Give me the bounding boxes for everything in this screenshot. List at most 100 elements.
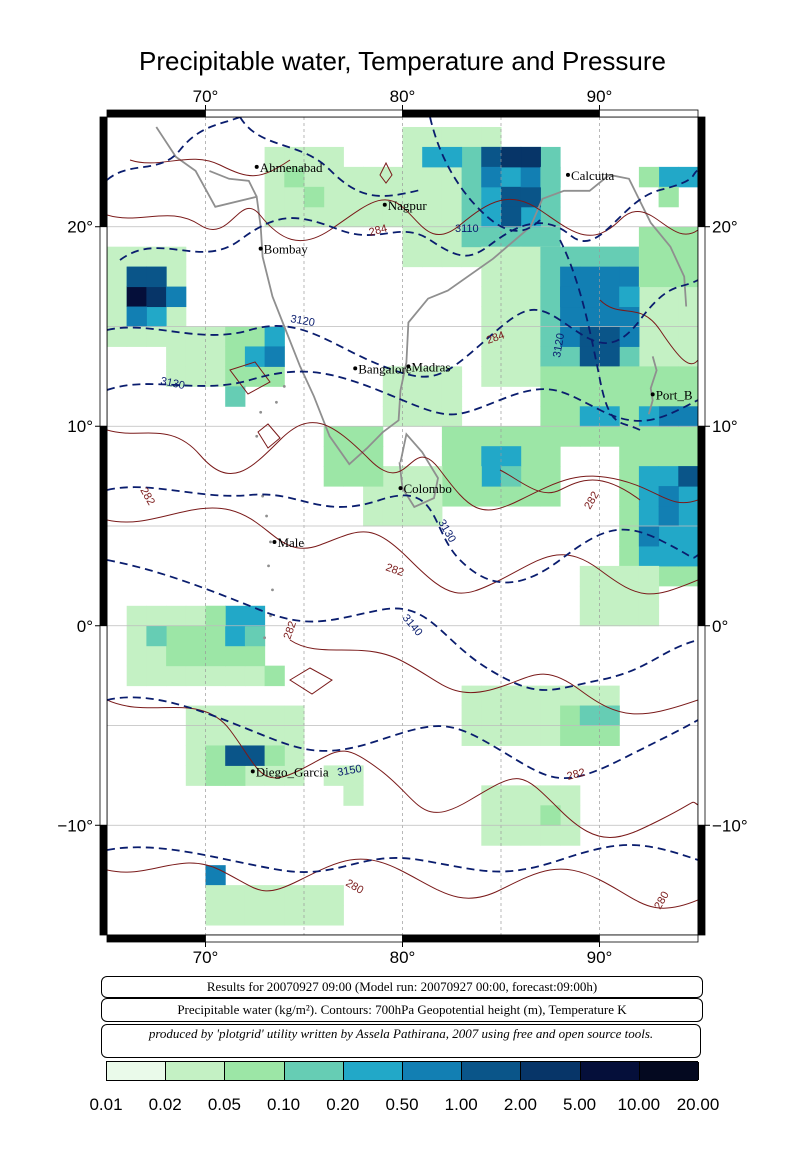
pw-cell: [599, 366, 620, 387]
temperature-contour: [107, 198, 698, 242]
pw-cell: [343, 426, 364, 447]
temperature-label: 282: [384, 562, 405, 580]
temperature-contour: [499, 469, 641, 501]
pw-cell: [441, 426, 463, 447]
precipitable-water-cells: [107, 126, 698, 926]
pw-cell: [244, 705, 266, 727]
city-dot: [565, 172, 570, 177]
pw-cell: [146, 266, 167, 288]
pw-cell: [520, 725, 541, 746]
pw-cell: [323, 905, 344, 926]
pw-cell: [441, 466, 463, 487]
pw-cell: [166, 366, 187, 387]
city-label: Ahmenabad: [260, 160, 323, 175]
pw-cell: [540, 306, 561, 327]
pw-cell: [185, 645, 206, 667]
pw-cell: [284, 905, 305, 926]
pw-cell: [540, 346, 561, 367]
pw-cell: [185, 745, 206, 766]
pw-cell: [461, 486, 482, 507]
pw-cell: [560, 386, 581, 407]
pw-cell: [382, 186, 403, 208]
pw-cell: [441, 126, 463, 148]
x-tick-label: 90°: [587, 87, 613, 106]
pw-cell: [540, 226, 561, 248]
pw-cell: [343, 765, 364, 786]
pw-cell: [323, 426, 344, 447]
pw-cell: [166, 286, 187, 308]
pw-cell: [540, 146, 561, 168]
pw-cell: [363, 506, 384, 527]
pw-cell: [540, 446, 561, 467]
pw-cell: [501, 366, 522, 387]
temperature-contour: [289, 639, 698, 715]
temperature-contour: [229, 361, 271, 395]
pw-cell: [501, 166, 522, 188]
coastline-segment: [209, 170, 258, 198]
pw-cell: [619, 486, 640, 507]
pw-cell: [441, 226, 463, 248]
pw-cell: [205, 346, 226, 367]
pw-cell: [540, 705, 561, 727]
pw-cell: [166, 625, 187, 647]
y-tick-label: 10°: [67, 417, 93, 436]
pw-cell: [638, 426, 660, 447]
city-dot: [353, 366, 358, 371]
pw-cell: [638, 286, 660, 308]
pw-cell: [658, 506, 679, 527]
credit-box: produced by 'plotgrid' utility written b…: [101, 1024, 701, 1058]
pw-cell: [126, 246, 147, 268]
pw-cell: [619, 386, 640, 407]
pw-cell: [126, 286, 147, 308]
pw-cell: [579, 585, 600, 607]
pw-cell: [501, 206, 522, 228]
pw-cell: [579, 725, 600, 746]
pw-cell: [422, 166, 443, 188]
pw-cell: [560, 286, 581, 308]
city-label: Diego_Garcia: [256, 764, 329, 779]
chart-title: Precipitable water, Temperature and Pres…: [138, 46, 667, 76]
pw-cell: [264, 725, 285, 746]
pw-cell: [619, 286, 640, 308]
geopotential-label: 3120: [551, 332, 567, 358]
coastline-segment: [398, 432, 439, 509]
pw-cell: [619, 326, 640, 347]
island-dot: [263, 636, 266, 640]
pw-cell: [520, 486, 541, 507]
pw-cell: [481, 685, 502, 707]
pw-cell: [363, 446, 384, 467]
pw-cell: [107, 306, 128, 327]
pw-cell: [520, 366, 541, 387]
frame-bar: [599, 934, 699, 943]
colorbar-label: 10.00: [617, 1095, 661, 1114]
pw-cell: [304, 885, 325, 906]
temperature-contour: [257, 423, 281, 449]
legend-description-text: Precipitable water (kg/m²). Contours: 70…: [177, 1002, 627, 1017]
pw-cell: [126, 266, 147, 288]
pw-cell: [619, 346, 640, 367]
pw-cell: [402, 166, 423, 188]
island-dot: [275, 400, 278, 404]
pw-cell: [284, 206, 305, 228]
frame-bar: [402, 109, 600, 118]
pw-cell: [402, 466, 423, 487]
pw-cell: [520, 166, 541, 188]
colorbar-label: 0.05: [207, 1095, 241, 1114]
pw-cell: [284, 146, 305, 168]
pw-cell: [678, 466, 698, 487]
pw-cell: [284, 705, 305, 727]
pw-cell: [599, 326, 620, 347]
pw-cell: [599, 605, 620, 627]
pw-cell: [402, 406, 423, 427]
pw-cell: [520, 785, 541, 806]
pw-cell: [461, 146, 482, 168]
city-dot: [258, 246, 263, 251]
frame-bar: [402, 934, 600, 943]
pw-cell: [520, 266, 541, 288]
pw-cell: [304, 166, 325, 188]
pw-cell: [579, 406, 600, 427]
pw-cell: [185, 605, 206, 627]
colorbar-segment: [580, 1062, 640, 1080]
pw-cell: [501, 805, 522, 826]
pw-cell: [678, 446, 698, 467]
